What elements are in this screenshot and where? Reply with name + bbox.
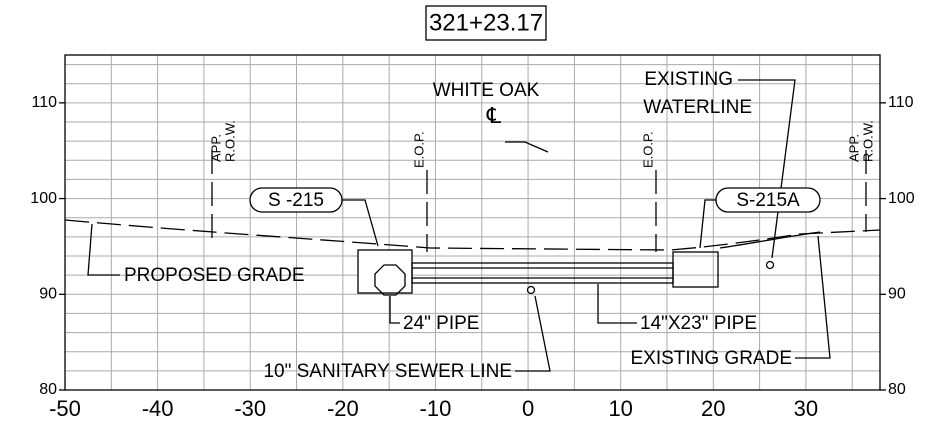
- x-tick-label: -50: [49, 396, 81, 421]
- x-tick-label: 30: [794, 396, 818, 421]
- station: 321+23.17: [429, 9, 543, 36]
- pipe-box: [411, 262, 674, 284]
- label: WATERLINE: [643, 97, 752, 118]
- x-tick-label: -30: [234, 396, 266, 421]
- x-tick-label: -40: [142, 396, 174, 421]
- label: EXISTING GRADE: [630, 348, 792, 369]
- label: 14"X23" PIPE: [640, 313, 757, 334]
- label: EXISTING: [644, 69, 733, 90]
- waterline-pipe: [765, 260, 775, 270]
- y-tick-label: 80: [39, 381, 57, 398]
- leader: [515, 295, 551, 372]
- station-box: [425, 5, 547, 41]
- leader: [342, 199, 379, 247]
- sewer-pipe: [526, 285, 536, 295]
- label: APP.: [846, 134, 861, 162]
- label: S -215: [268, 190, 324, 211]
- structure-tag: [249, 187, 343, 213]
- grid: [64, 55, 880, 391]
- x-tick-label: 10: [608, 396, 632, 421]
- x-tick-label: 0: [522, 396, 534, 421]
- y-tick-label: 110: [888, 94, 914, 111]
- pipe-24: [374, 264, 406, 296]
- road-name: WHITE OAK: [433, 80, 540, 101]
- x-tick-label: -20: [327, 396, 359, 421]
- structure-tag: [715, 187, 821, 213]
- label: R.O.W.: [860, 120, 875, 162]
- leader: [795, 235, 831, 359]
- label: S-215A: [736, 190, 800, 211]
- y-tick-label: 80: [888, 381, 906, 398]
- label: 10" SANITARY SEWER LINE: [263, 361, 512, 382]
- label: 24" PIPE: [403, 313, 479, 334]
- y-tick-label: 90: [39, 286, 57, 303]
- leader: [87, 223, 120, 276]
- existing-grade-line: [719, 231, 821, 249]
- structure-box: [672, 251, 719, 288]
- label: E.O.P.: [640, 131, 655, 168]
- label: APP.: [208, 134, 223, 162]
- label: PROPOSED GRADE: [124, 265, 305, 286]
- y-tick-label: 100: [30, 190, 57, 207]
- frame: [64, 54, 881, 391]
- label: R.O.W.: [222, 120, 237, 162]
- leader: [699, 199, 716, 249]
- y-tick-label: 110: [31, 94, 57, 111]
- label: E.O.P.: [411, 131, 426, 168]
- x-tick-label: 20: [701, 396, 725, 421]
- proposed-grade-line: [64, 219, 881, 251]
- leader: [389, 296, 400, 324]
- leader: [597, 284, 637, 324]
- leader: [505, 141, 549, 153]
- ticks: -50 -40 -30 -20 -10 0 10 20 30 80 80 90 90 100 100 110 1…: [30, 94, 915, 421]
- centerline-symbol: ℄: [486, 103, 502, 128]
- x-tick-label: -10: [420, 396, 452, 421]
- drawing: [64, 79, 881, 372]
- y-tick-label: 90: [888, 286, 906, 303]
- y-tick-label: 100: [888, 190, 915, 207]
